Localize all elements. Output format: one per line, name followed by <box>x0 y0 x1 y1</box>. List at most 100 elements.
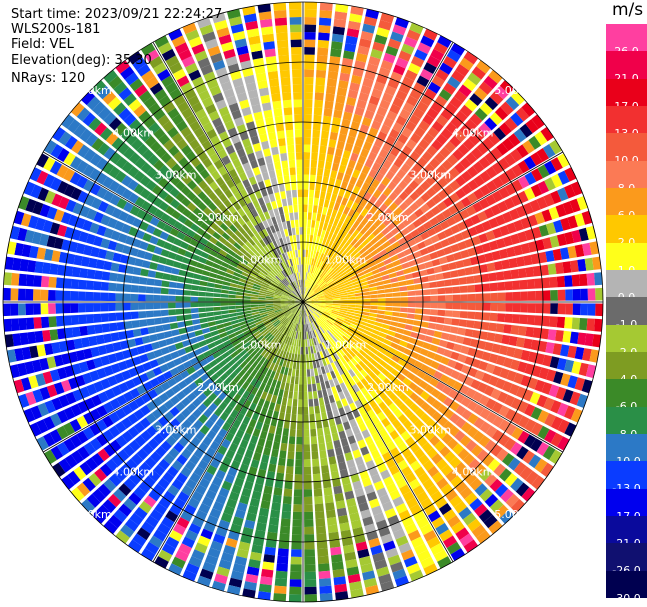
velocity-bin <box>264 416 272 425</box>
velocity-bin <box>281 296 289 299</box>
velocity-bin <box>331 554 343 563</box>
velocity-bin <box>313 368 319 376</box>
velocity-bin <box>12 333 22 347</box>
velocity-bin <box>497 157 510 171</box>
velocity-bin <box>488 69 503 84</box>
velocity-bin <box>128 472 142 486</box>
velocity-bin <box>282 428 289 437</box>
velocity-bin <box>354 106 365 117</box>
velocity-bin <box>315 413 322 422</box>
velocity-bin <box>319 351 325 359</box>
velocity-bin <box>482 137 495 150</box>
velocity-bin <box>271 146 279 156</box>
velocity-bin <box>473 463 487 477</box>
velocity-bin <box>306 354 309 362</box>
velocity-bin <box>218 487 230 498</box>
velocity-bin <box>77 190 89 204</box>
velocity-bin <box>281 318 288 325</box>
velocity-bin <box>309 315 315 322</box>
velocity-bin <box>209 346 219 354</box>
velocity-bin <box>67 119 81 134</box>
velocity-bin <box>277 47 289 56</box>
velocity-bin <box>168 447 180 459</box>
velocity-bin <box>392 292 401 297</box>
velocity-bin <box>531 114 545 129</box>
velocity-bin <box>81 337 90 348</box>
velocity-bin <box>284 328 290 336</box>
velocity-bin <box>159 231 169 241</box>
velocity-bin <box>309 421 316 430</box>
velocity-bin <box>359 349 367 357</box>
velocity-bin <box>103 478 117 492</box>
velocity-bin <box>250 246 258 254</box>
velocity-bin <box>494 85 509 100</box>
velocity-bin <box>152 227 163 238</box>
velocity-bin <box>592 256 602 270</box>
velocity-bin <box>481 242 492 253</box>
velocity-bin <box>334 360 341 369</box>
velocity-bin <box>374 257 383 265</box>
velocity-bin <box>425 198 436 209</box>
velocity-bin <box>474 503 488 517</box>
velocity-bin <box>298 212 303 220</box>
velocity-bin <box>527 351 538 363</box>
velocity-bin <box>312 258 317 267</box>
velocity-bin <box>489 91 504 105</box>
velocity-bin <box>304 534 315 542</box>
velocity-bin <box>429 216 439 227</box>
velocity-bin <box>218 359 227 368</box>
velocity-bin <box>407 62 421 75</box>
velocity-bin <box>267 288 275 293</box>
velocity-bin <box>266 162 275 172</box>
velocity-bin <box>495 271 505 281</box>
velocity-bin <box>251 311 260 316</box>
velocity-bin <box>338 164 347 174</box>
velocity-bin <box>312 383 317 392</box>
velocity-bin <box>412 250 422 259</box>
velocity-bin <box>373 325 382 332</box>
velocity-bin <box>314 251 319 260</box>
velocity-bin <box>333 485 343 495</box>
velocity-bin <box>303 159 310 168</box>
velocity-bin <box>309 293 316 298</box>
velocity-bin <box>452 443 464 455</box>
velocity-bin <box>446 154 459 166</box>
velocity-bin <box>158 458 170 471</box>
velocity-bin <box>266 377 273 386</box>
velocity-bin <box>317 294 325 298</box>
velocity-bin <box>564 359 575 373</box>
velocity-bin <box>175 180 186 191</box>
velocity-bin <box>83 348 93 360</box>
velocity-bin <box>362 570 376 581</box>
velocity-bin <box>279 342 285 350</box>
velocity-bin <box>431 399 442 410</box>
velocity-bin <box>309 305 317 309</box>
velocity-bin <box>181 197 191 207</box>
velocity-bin <box>43 432 56 447</box>
velocity-bin <box>586 318 595 332</box>
velocity-bin <box>331 33 344 43</box>
velocity-bin <box>440 356 450 366</box>
velocity-bin <box>287 228 293 236</box>
velocity-bin <box>438 256 448 265</box>
velocity-bin <box>218 382 228 391</box>
velocity-bin <box>389 103 401 115</box>
velocity-bin <box>263 341 270 349</box>
velocity-bin <box>497 200 509 213</box>
velocity-bin <box>418 120 430 132</box>
velocity-bin <box>368 336 377 343</box>
velocity-bin <box>336 255 343 263</box>
velocity-bin <box>244 519 256 530</box>
velocity-bin <box>275 380 282 389</box>
velocity-bin <box>465 152 478 165</box>
velocity-bin <box>343 190 352 199</box>
velocity-bin <box>481 351 492 362</box>
velocity-bin <box>175 289 184 296</box>
velocity-bin <box>340 306 348 309</box>
velocity-bin <box>338 430 347 440</box>
velocity-bin <box>364 436 374 446</box>
velocity-bin <box>361 165 371 175</box>
velocity-bin <box>281 351 287 359</box>
velocity-bin <box>409 414 420 424</box>
velocity-bin <box>411 536 425 549</box>
